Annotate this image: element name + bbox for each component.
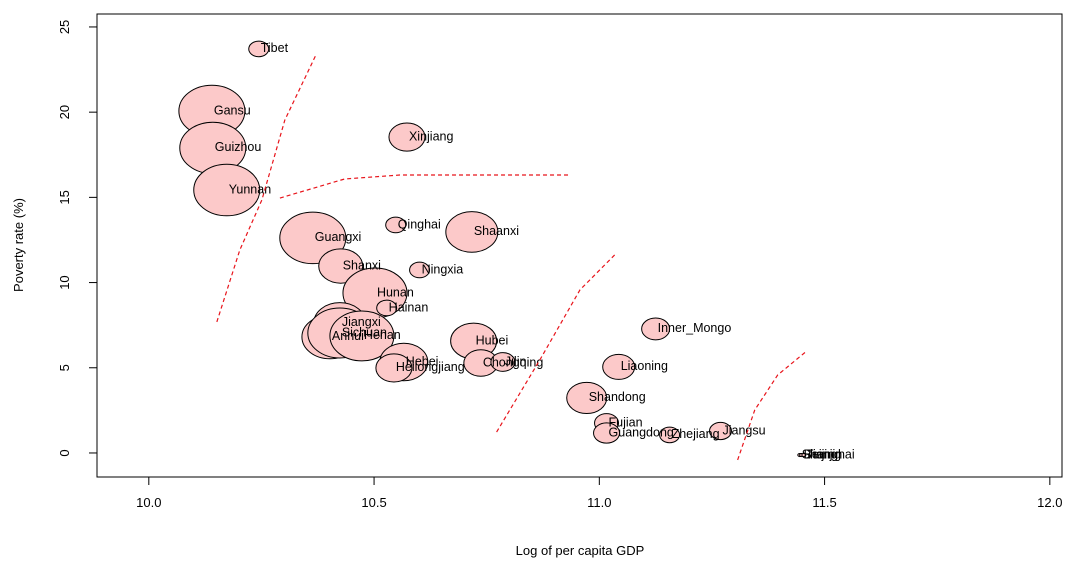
point-label: Liaoning (621, 359, 668, 373)
x-tick-label: 11.0 (587, 495, 611, 510)
bubble (376, 299, 398, 317)
bubble (709, 421, 733, 441)
point-label: Hubei (476, 333, 509, 347)
point-label: Heilongjiang (396, 360, 465, 374)
bubble (385, 216, 407, 234)
point-label: Xinjiang (409, 129, 454, 143)
bubble (318, 248, 364, 284)
point-label: Henan (364, 328, 401, 342)
point-label: Jiangxi (342, 315, 381, 329)
dashed-curve (737, 351, 807, 461)
point-label: Guizhou (215, 140, 262, 154)
x-axis-label: Log of per capita GDP (516, 543, 645, 558)
point-label: Jilin (505, 354, 527, 368)
bubble (659, 426, 681, 444)
bubble (490, 352, 516, 372)
point-label: Hainan (389, 300, 429, 314)
point-label: Tianjin (806, 447, 842, 461)
point-label: Yunnan (229, 182, 271, 196)
point-label: Hebei (406, 354, 439, 368)
point-label: Beijing (804, 447, 842, 461)
point-label: Zhejiang (672, 427, 720, 441)
x-tick-label: 11.5 (812, 495, 836, 510)
y-tick-label: 25 (57, 20, 72, 34)
plot-frame (96, 13, 1063, 478)
dashed-curve (496, 254, 616, 433)
bubble (602, 353, 636, 380)
point-label: Shaanxi (474, 224, 519, 238)
point-label: Shanghai (802, 447, 855, 461)
point-label: Guangdong (609, 425, 674, 439)
y-tick-label: 20 (57, 105, 72, 119)
point-label: Sichuan (342, 325, 387, 339)
point-label: Inner_Mongo (658, 321, 732, 335)
bubble (566, 381, 608, 415)
point-label: Shandong (589, 390, 646, 404)
x-tick-label: 10.0 (136, 495, 161, 510)
point-label: Guangxi (315, 230, 362, 244)
bubble (193, 163, 261, 217)
y-tick-label: 10 (57, 275, 72, 289)
x-tick-label: 10.5 (361, 495, 386, 510)
y-tick-label: 5 (57, 364, 72, 371)
point-label: Anhui (332, 329, 364, 343)
point-label: Chongqing (483, 355, 544, 369)
y-tick-label: 0 (57, 449, 72, 456)
point-label: Shanxi (343, 258, 381, 272)
bubble (593, 422, 621, 444)
bubble (375, 353, 413, 383)
point-label: Qinghai (398, 217, 441, 231)
y-tick-label: 15 (57, 190, 72, 204)
point-label: Fujian (609, 415, 643, 429)
bubble (641, 317, 671, 341)
x-tick-label: 12.0 (1037, 495, 1062, 510)
bubble (445, 211, 499, 253)
point-label: Tibet (261, 41, 289, 55)
point-label: Gansu (214, 103, 251, 117)
point-label: Hunan (377, 285, 414, 299)
dashed-curve (279, 174, 571, 199)
bubble (388, 122, 426, 152)
point-label: Ningxia (422, 262, 464, 276)
bubble (409, 261, 431, 279)
bubble (329, 310, 395, 362)
bubble (248, 40, 270, 58)
dashed-curve (216, 54, 317, 323)
y-axis-label: Poverty rate (%) (11, 198, 26, 292)
bubble (801, 452, 807, 458)
point-label: Jiangsu (723, 423, 766, 437)
